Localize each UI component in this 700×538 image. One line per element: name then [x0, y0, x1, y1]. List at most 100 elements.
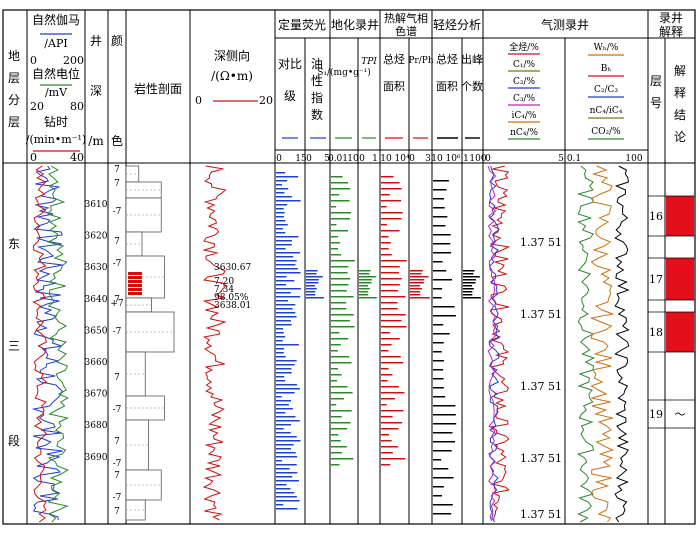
lhc-bar: [433, 342, 444, 344]
pyro-bar: [381, 278, 402, 280]
geochem-bar: [331, 422, 351, 424]
scale-tick: 10⁶: [445, 154, 460, 164]
geochem-bar: [331, 218, 350, 220]
c1-curve: [488, 165, 500, 523]
pyro-title-b: 色谱: [395, 24, 417, 38]
layer-oil-fill: [666, 258, 694, 300]
lhc-title: 轻烃分析: [433, 18, 481, 32]
geochem-bar: [331, 260, 355, 262]
oil-index-bar: [306, 291, 316, 293]
pyro-bar: [381, 194, 390, 196]
lhc-bar: [433, 243, 451, 245]
lhc-bar: [433, 369, 444, 371]
scale-tick: 10: [431, 154, 443, 164]
prph-bar: [410, 285, 421, 287]
geochem-bar: [331, 446, 347, 448]
tpi-bar: [359, 279, 372, 281]
fluor-bar: [276, 416, 296, 418]
lhc-bar: [433, 423, 457, 425]
lhc-bar: [433, 297, 442, 299]
lhc-bar: [433, 396, 446, 398]
pyro-bar: [381, 314, 406, 316]
resistivity-annotation: 3630.67: [214, 263, 251, 273]
pyro-bar: [381, 464, 391, 466]
pyro-bar: [381, 224, 387, 226]
color-code: 7: [114, 179, 120, 189]
pyro-bar: [381, 182, 400, 184]
drill-time-curve: [32, 165, 48, 523]
geochem-bar: [331, 302, 347, 304]
gamma-max: 200: [63, 54, 84, 67]
depth-tick-label: 3660: [85, 358, 108, 368]
color-code: -7: [113, 327, 122, 337]
lhc-bar: [433, 270, 447, 272]
lhc-bar: [433, 234, 451, 236]
geochem-bar: [331, 404, 337, 406]
fluor-bar: [276, 464, 297, 466]
color-code: 7: [114, 165, 120, 175]
resistivity-annotation: 7.20: [214, 277, 234, 287]
scale-tick: 0.1: [567, 154, 581, 164]
scale-tick: 5: [558, 154, 564, 164]
fluor-bar: [276, 184, 282, 186]
fluor-bar: [276, 196, 292, 198]
pyro-bar: [381, 452, 393, 454]
geochem-bar: [331, 440, 341, 442]
formation-char: 段: [8, 433, 20, 448]
tpi-bar: [359, 273, 370, 275]
color-title-2: 色: [111, 134, 123, 148]
fluor-bar: [276, 428, 284, 430]
fluor-bar: [276, 368, 292, 370]
res-min: 0: [195, 94, 202, 107]
oil-index-bar: [306, 282, 319, 284]
lhc-bar: [433, 504, 453, 506]
geochem-bar: [331, 242, 341, 244]
pyro-bar: [381, 302, 398, 304]
scale-tick: 15: [295, 154, 307, 164]
pyro-bar: [381, 422, 403, 424]
conclusion-label-char: 解: [674, 64, 686, 78]
layer-number: 17: [649, 273, 663, 286]
peak-count-bar: [463, 288, 474, 290]
fluor-bar: [276, 220, 286, 222]
lhc-bar: [433, 252, 452, 254]
fluor-bar: [276, 216, 284, 218]
scale-tick: 10⁴: [394, 154, 409, 164]
oil-index-bar: [306, 297, 324, 299]
fluor-bar: [276, 296, 301, 298]
strat-label-char: 层: [8, 71, 20, 85]
pyro-bar: [381, 404, 387, 406]
gas-ticks: 0 5 0.1 100: [485, 154, 643, 164]
fluor-col2-char: 油: [311, 57, 323, 71]
strat-label-char: 层: [8, 115, 20, 129]
gamma-title: 自然伽马: [32, 12, 80, 27]
color-code: -7: [113, 493, 122, 503]
pyro-bar: [381, 284, 400, 286]
fluor-bar: [276, 204, 288, 206]
peak-count-bar: [463, 297, 481, 299]
geochem-bar: [331, 398, 344, 400]
prph-bar: [410, 288, 422, 290]
geochem-bar: [331, 266, 349, 268]
oil-sand-mark: [128, 280, 142, 283]
depth-tick-label: 3690: [85, 453, 108, 463]
lhc-bar: [433, 405, 456, 407]
color-code: 7: [114, 237, 120, 247]
peak-count-bar: [463, 273, 474, 275]
drill-title: 钻时: [44, 114, 68, 129]
geochem-bar: [331, 188, 351, 190]
color-code: +7: [110, 299, 124, 309]
tpi-bar: [359, 297, 377, 299]
gas-right-legend: Wₕ/% Bₕ C₂/C₃ nC₄/iC₄ CO₂/%: [588, 43, 624, 140]
geochem-bar: [331, 284, 349, 286]
pyro-bar: [381, 350, 389, 352]
geochem-bar: [331, 254, 341, 256]
interp-title-a: 录井: [659, 11, 683, 25]
fluor-bar: [276, 348, 285, 350]
peak-count-bar: [463, 279, 476, 281]
pyro-bar: [381, 398, 396, 400]
fluor-bar: [276, 328, 284, 330]
fluor-bar: [276, 272, 301, 274]
fluor-bar: [276, 172, 286, 174]
pyro-bar: [381, 320, 402, 322]
